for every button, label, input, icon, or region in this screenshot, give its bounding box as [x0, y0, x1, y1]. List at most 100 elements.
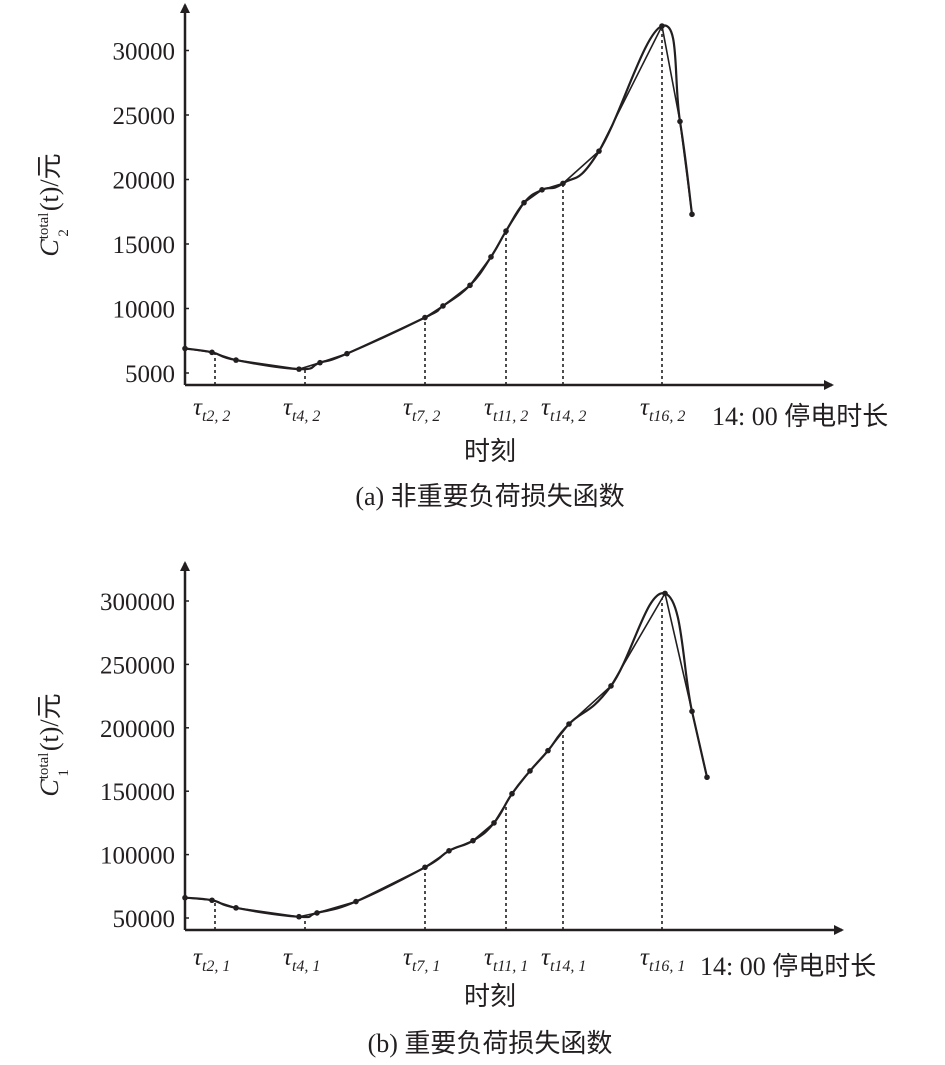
data-point: [608, 683, 614, 689]
x-marker-sub: t2, 2: [202, 408, 230, 425]
x-marker-symbol: τ: [283, 944, 293, 971]
data-point: [317, 359, 323, 366]
chart-panel-b: 50000 100000 150000 200000 250000 300000 Ctota…: [35, 561, 876, 1058]
x-marker-symbol: τ: [484, 944, 494, 971]
data-point: [539, 187, 545, 193]
x-marker-sub: t11, 2: [493, 408, 528, 425]
y-axis-label-sub: 1: [56, 769, 72, 777]
data-point: [296, 366, 302, 372]
data-point: [209, 349, 215, 356]
data-point: [467, 282, 473, 289]
x-axis-end-label: 14: 00 停电时长: [700, 952, 876, 981]
x-marker-symbol: τ: [193, 944, 203, 971]
y-axis-label-sup: total: [36, 753, 52, 780]
data-point: [488, 254, 494, 260]
data-point: [353, 898, 359, 905]
x-marker-sub: t4, 1: [292, 958, 320, 975]
x-marker-sub: t16, 1: [649, 958, 685, 975]
data-point: [233, 357, 239, 363]
x-marker-symbol: τ: [640, 944, 650, 971]
data-point: [503, 228, 509, 234]
x-axis-label: 时刻: [464, 437, 516, 466]
x-marker-label: τt4, 1: [283, 944, 320, 975]
y-axis-label-tail: (t)/元: [35, 693, 64, 751]
x-marker-symbol: τ: [640, 394, 650, 421]
data-point: [344, 350, 350, 357]
x-marker-label: τt2, 1: [193, 944, 230, 975]
y-axis-label: Ctotal 1 (t)/元: [35, 693, 72, 796]
data-point: [209, 897, 215, 904]
x-marker-label: τt11, 2: [484, 394, 528, 425]
y-tick-label: 25000: [113, 103, 176, 130]
data-point: [689, 211, 695, 218]
y-tick-label: 5000: [125, 361, 175, 388]
data-point: [491, 820, 497, 826]
x-marker-label: τt16, 1: [640, 944, 685, 975]
data-point: [182, 345, 188, 352]
x-axis-end-label: 14: 00 停电时长: [712, 402, 888, 431]
x-marker-sub: t7, 1: [412, 958, 440, 975]
y-axis-label-base: C: [35, 239, 64, 257]
x-marker-label: τt16, 2: [640, 394, 685, 425]
y-axis-label: Ctotal 2 (t)/元: [35, 153, 72, 256]
x-marker-sub: t4, 2: [292, 408, 320, 425]
x-marker-label: τt7, 2: [403, 394, 440, 425]
series-polyline: [184, 23, 693, 370]
x-marker-symbol: τ: [193, 394, 203, 421]
data-point: [233, 905, 239, 911]
y-tick-label: 10000: [113, 297, 176, 324]
chart-panel-a: 5000 10000 15000 20000 25000 30000 Ctotal 2 (t)/…: [35, 3, 888, 511]
x-marker-label: τt4, 2: [283, 394, 320, 425]
y-tick-label: 100000: [100, 843, 175, 870]
series-curve: [184, 24, 694, 371]
y-axis-label-sup: total: [36, 213, 52, 240]
y-tick-label: 50000: [113, 906, 176, 933]
series-polyline: [184, 591, 708, 918]
x-axis-label: 时刻: [464, 982, 516, 1011]
data-point: [560, 180, 566, 187]
x-marker-label: τt14, 2: [541, 394, 586, 425]
y-tick-label: 200000: [100, 716, 175, 743]
x-marker-sub: t11, 1: [493, 958, 528, 975]
x-marker-sub: t2, 1: [202, 958, 230, 975]
data-point: [689, 708, 695, 715]
x-marker-label: τt2, 2: [193, 394, 230, 425]
data-point: [182, 894, 188, 901]
y-tick-label: 20000: [113, 168, 176, 195]
y-tick-label: 300000: [100, 589, 175, 616]
data-point: [527, 768, 533, 774]
panel-caption: (b) 重要负荷损失函数: [368, 1029, 613, 1058]
x-marker-symbol: τ: [403, 944, 413, 971]
y-tick-label: 250000: [100, 652, 175, 679]
data-point: [662, 590, 668, 597]
data-point: [314, 910, 320, 916]
x-marker-sub: t14, 1: [550, 958, 586, 975]
y-tick-label: 30000: [113, 39, 176, 66]
data-point: [566, 721, 572, 727]
data-point: [509, 790, 515, 797]
data-point: [440, 303, 446, 309]
data-point: [446, 847, 452, 854]
x-marker-symbol: τ: [541, 394, 551, 421]
data-point: [296, 913, 302, 920]
x-marker-sub: t14, 2: [550, 408, 586, 425]
x-marker-sub: t7, 2: [412, 408, 440, 425]
x-marker-symbol: τ: [283, 394, 293, 421]
panel-caption: (a) 非重要负荷损失函数: [355, 482, 624, 511]
x-marker-symbol: τ: [403, 394, 413, 421]
x-marker-label: τt14, 1: [541, 944, 586, 975]
y-axis-label-base: C: [35, 779, 64, 797]
data-point: [677, 118, 683, 125]
x-marker-symbol: τ: [484, 394, 494, 421]
series-curve: [184, 592, 709, 919]
y-tick-label: 150000: [100, 779, 175, 806]
y-axis-label-tail: (t)/元: [35, 153, 64, 211]
x-marker-sub: t16, 2: [649, 408, 685, 425]
x-marker-symbol: τ: [541, 944, 551, 971]
y-axis-label-sub: 2: [56, 229, 72, 237]
y-tick-label: 15000: [113, 232, 176, 259]
data-point: [470, 837, 476, 844]
x-marker-label: τt11, 1: [484, 944, 528, 975]
x-marker-label: τt7, 1: [403, 944, 440, 975]
